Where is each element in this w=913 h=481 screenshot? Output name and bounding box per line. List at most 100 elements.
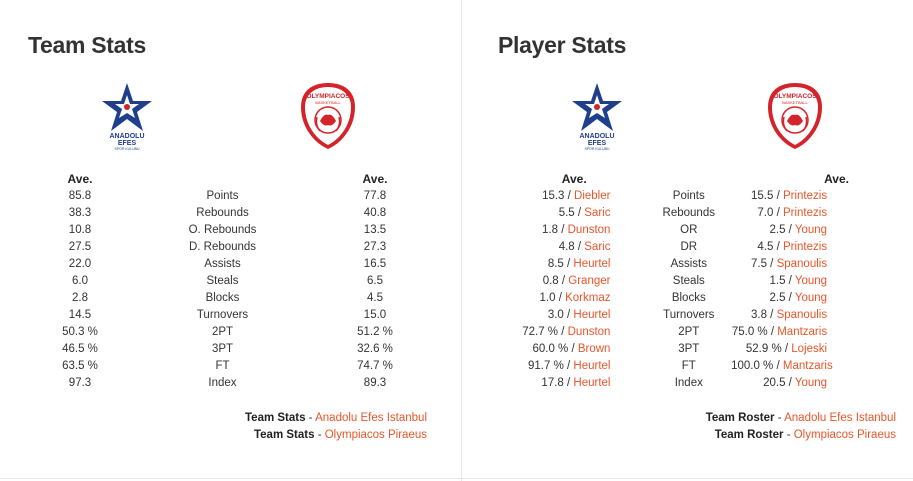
- footer-team-link[interactable]: Anadolu Efes Istanbul: [315, 412, 427, 424]
- footer-label: Team Roster: [714, 429, 784, 441]
- home-leader-value: 8.5 /: [547, 258, 574, 270]
- home-leader-link[interactable]: Saric: [584, 241, 611, 253]
- svg-text:OLYMPIACOS: OLYMPIACOS: [306, 93, 350, 100]
- home-leader-link[interactable]: Saric: [584, 207, 611, 219]
- stat-label: O. Rebounds: [188, 224, 257, 236]
- home-leader-value: 91.7 % /: [528, 360, 574, 372]
- home-value: 6.0: [72, 275, 88, 287]
- table-row: 38.3 Rebounds 40.8: [55, 205, 410, 222]
- footer-separator: -: [774, 412, 785, 424]
- away-leader-link[interactable]: Young: [794, 292, 828, 304]
- away-leader-link[interactable]: Printezis: [782, 207, 828, 219]
- home-leader-cell: 72.7 % / Dunston: [502, 324, 646, 341]
- stat-label: D. Rebounds: [188, 241, 257, 253]
- stat-label: Steals: [206, 275, 239, 287]
- away-leader-value: 4.5 /: [757, 241, 783, 253]
- away-leader-wrap: 2.5 / Young: [731, 290, 828, 307]
- home-value: 22.0: [68, 258, 92, 270]
- away-value: 4.5: [367, 292, 383, 304]
- home-leader-cell: 17.8 / Heurtel: [502, 375, 646, 392]
- footer-team-link[interactable]: Anadolu Efes Istanbul: [784, 412, 896, 424]
- away-leader-cell: 2.5 / Young: [731, 222, 913, 239]
- away-leader-link[interactable]: Printezis: [782, 190, 828, 202]
- table-row: 4.8 / Saric DR 4.5 / Printezis: [502, 239, 913, 256]
- away-leader-link[interactable]: Spanoulis: [776, 258, 828, 270]
- away-avg-header: Ave.: [362, 172, 388, 186]
- table-row: 1.0 / Korkmaz Blocks 2.5 / Young: [502, 290, 913, 307]
- away-leader-wrap: 3.8 / Spanoulis: [731, 307, 827, 324]
- away-leader-link[interactable]: Mantzaris: [782, 360, 833, 372]
- home-leader-cell: 1.8 / Dunston: [502, 222, 646, 239]
- svg-text:BASKETBALL: BASKETBALL: [315, 100, 341, 105]
- away-leader-link[interactable]: Young: [794, 275, 828, 287]
- stat-label: OR: [680, 224, 698, 236]
- away-leader-value: 2.5 /: [769, 292, 795, 304]
- home-leader-link[interactable]: Heurtel: [573, 309, 611, 321]
- away-leader-value: 7.5 /: [750, 258, 777, 270]
- home-leader-value: 60.0 % /: [532, 343, 578, 355]
- home-value: 50.3 %: [62, 326, 98, 338]
- home-leader-link[interactable]: Heurtel: [573, 360, 611, 372]
- table-row: 15.3 / Diebler Points 15.5 / Printezis: [502, 188, 913, 205]
- anadolu-efes-logo[interactable]: ANADOLU EFES SPOR KULUBU: [99, 81, 155, 151]
- home-value: 97.3: [68, 377, 92, 389]
- table-header-row: Ave. Ave.: [502, 171, 913, 188]
- away-leader-link[interactable]: Mantzaris: [777, 326, 828, 338]
- away-leader-value: 1.5 /: [769, 275, 795, 287]
- stat-label: Blocks: [205, 292, 240, 304]
- svg-text:EFES: EFES: [588, 140, 607, 147]
- home-leader-link[interactable]: Diebler: [574, 190, 611, 202]
- away-leader-value: 100.0 % /: [731, 360, 783, 372]
- anadolu-efes-logo[interactable]: ANADOLU EFES SPOR KULUBU: [569, 81, 625, 151]
- away-leader-link[interactable]: Young: [794, 224, 828, 236]
- table-row: 46.5 % 3PT 32.6 %: [55, 341, 410, 358]
- team-stats-panel: Team Stats ANADOLU EFES SPOR KULUBU OLYM…: [28, 32, 427, 441]
- away-leader-link[interactable]: Spanoulis: [776, 309, 828, 321]
- away-leader-cell: 52.9 % / Lojeski: [731, 341, 913, 358]
- stat-label: 3PT: [678, 343, 700, 355]
- away-leader-link[interactable]: Young: [794, 377, 828, 389]
- table-row: 50.3 % 2PT 51.2 %: [55, 324, 410, 341]
- away-leader-link[interactable]: Lojeski: [791, 343, 828, 355]
- footer-team-link[interactable]: Olympiacos Piraeus: [324, 429, 427, 441]
- home-leader-link[interactable]: Dunston: [567, 326, 611, 338]
- home-leader-link[interactable]: Heurtel: [573, 258, 611, 270]
- home-value: 85.8: [68, 190, 92, 202]
- table-row: 60.0 % / Brown 3PT 52.9 % / Lojeski: [502, 341, 913, 358]
- table-row: 1.8 / Dunston OR 2.5 / Young: [502, 222, 913, 239]
- home-value: 14.5: [68, 309, 92, 321]
- away-leader-wrap: 7.5 / Spanoulis: [731, 256, 827, 273]
- home-leader-link[interactable]: Granger: [568, 275, 611, 287]
- home-leader-link[interactable]: Dunston: [567, 224, 611, 236]
- away-leader-wrap: 100.0 % / Mantzaris: [731, 358, 833, 375]
- away-leader-cell: 100.0 % / Mantzaris: [731, 358, 913, 375]
- table-row: 85.8 Points 77.8: [55, 188, 410, 205]
- table-row: 6.0 Steals 6.5: [55, 273, 410, 290]
- table-header-row: Ave. Ave.: [55, 171, 410, 188]
- olympiacos-crest-icon: OLYMPIACOS BASKETBALL: [768, 83, 822, 149]
- olympiacos-logo[interactable]: OLYMPIACOS BASKETBALL: [298, 81, 355, 151]
- home-leader-value: 0.8 /: [542, 275, 569, 287]
- home-leader-cell: 0.8 / Granger: [502, 273, 646, 290]
- away-value: 27.3: [363, 241, 387, 253]
- olympiacos-logo[interactable]: OLYMPIACOS BASKETBALL: [765, 81, 822, 151]
- table-row: 8.5 / Heurtel Assists 7.5 / Spanoulis: [502, 256, 913, 273]
- away-leader-wrap: 2.5 / Young: [731, 222, 828, 239]
- home-leader-link[interactable]: Korkmaz: [565, 292, 611, 304]
- away-leader-value: 7.0 /: [757, 207, 783, 219]
- home-leader-link[interactable]: Brown: [577, 343, 611, 355]
- home-leader-link[interactable]: Heurtel: [573, 377, 611, 389]
- footer-team-link[interactable]: Olympiacos Piraeus: [793, 429, 896, 441]
- footer-line: Team Roster - Anadolu Efes Istanbul: [706, 410, 896, 427]
- stat-label: FT: [215, 360, 230, 372]
- away-value: 15.0: [363, 309, 387, 321]
- stat-label: DR: [680, 241, 698, 253]
- away-value: 32.6 %: [357, 343, 393, 355]
- away-leader-wrap: 20.5 / Young: [731, 375, 827, 392]
- svg-text:SPOR KULUBU: SPOR KULUBU: [114, 147, 140, 151]
- stat-label: Index: [674, 377, 703, 389]
- stat-label: Blocks: [671, 292, 706, 304]
- away-leader-link[interactable]: Printezis: [782, 241, 828, 253]
- table-row: 0.8 / Granger Steals 1.5 / Young: [502, 273, 913, 290]
- table-row: 10.8 O. Rebounds 13.5: [55, 222, 410, 239]
